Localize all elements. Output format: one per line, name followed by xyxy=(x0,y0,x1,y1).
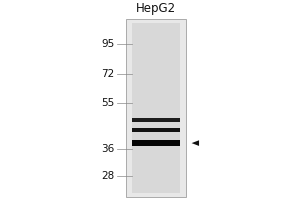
Text: 55: 55 xyxy=(101,98,114,108)
Bar xyxy=(132,128,180,132)
Text: 36: 36 xyxy=(101,144,114,154)
Bar xyxy=(132,140,180,146)
Text: HepG2: HepG2 xyxy=(136,2,176,15)
Text: 95: 95 xyxy=(101,39,114,49)
Text: 28: 28 xyxy=(101,171,114,181)
Polygon shape xyxy=(192,140,199,146)
Text: 72: 72 xyxy=(101,69,114,79)
Bar xyxy=(132,118,180,122)
Bar xyxy=(126,19,186,197)
Bar xyxy=(132,23,180,193)
